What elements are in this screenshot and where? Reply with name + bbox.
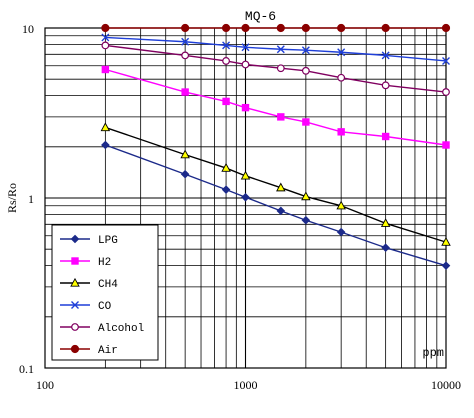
x-tick-label: 1000: [234, 378, 258, 392]
data-point: [442, 88, 450, 96]
data-point: [337, 23, 346, 33]
series-h2: [101, 65, 450, 149]
data-point: [221, 185, 231, 194]
data-point: [381, 243, 390, 253]
data-point: [301, 191, 311, 201]
data-point: [101, 140, 110, 150]
data-point: [181, 23, 190, 33]
data-point: [221, 162, 231, 172]
series-co: [101, 33, 450, 65]
series-lpg: [101, 140, 451, 270]
y-tick-label: 10: [22, 22, 34, 36]
data-point: [71, 323, 79, 331]
data-point: [301, 46, 310, 55]
y-tick-label: 1: [28, 192, 34, 206]
data-point: [337, 73, 346, 82]
data-point: [180, 149, 190, 159]
y-tick-label: 0.1: [19, 362, 34, 376]
legend-item: Alcohol: [60, 323, 144, 335]
data-point: [336, 227, 346, 237]
data-point: [241, 192, 250, 202]
data-point: [240, 170, 251, 180]
series-alcohol: [101, 41, 450, 96]
data-point: [441, 23, 451, 33]
data-point: [277, 113, 285, 121]
data-point: [442, 56, 450, 65]
chart-title: MQ-6: [245, 9, 276, 24]
data-point: [301, 23, 310, 33]
x-axis-label: ppm: [422, 346, 444, 360]
legend-item: CH4: [60, 277, 118, 291]
data-point: [101, 33, 110, 42]
data-point: [70, 277, 80, 287]
data-point: [222, 41, 231, 50]
data-point: [101, 23, 110, 33]
data-point: [101, 41, 110, 50]
data-point: [381, 81, 390, 90]
tick-labels: 100 1000 10000 10 1 0.1: [19, 22, 461, 392]
legend-label: Alcohol: [98, 323, 144, 335]
data-point: [71, 257, 79, 265]
data-point: [381, 23, 390, 33]
legend-item: Air: [60, 344, 118, 357]
legend-item: H2: [60, 257, 111, 269]
data-point: [70, 234, 80, 244]
data-point: [336, 200, 346, 210]
data-point: [301, 215, 311, 225]
data-point: [276, 182, 286, 192]
data-point: [181, 88, 189, 96]
data-point: [337, 48, 346, 57]
data-point: [100, 122, 111, 132]
data-point: [70, 344, 80, 354]
data-point: [241, 103, 250, 112]
legend-item: CO: [60, 301, 112, 313]
data-point: [276, 64, 285, 73]
x-tick-label: 10000: [431, 378, 461, 392]
legend-label: Air: [98, 345, 118, 357]
data-point: [180, 169, 190, 179]
x-tick-label: 100: [36, 378, 54, 392]
series-ch4: [100, 122, 451, 246]
legend-label: CH4: [98, 279, 118, 291]
data-point: [222, 97, 230, 106]
data-point: [441, 236, 451, 246]
data-point: [222, 57, 230, 65]
data-point: [241, 23, 250, 33]
data-point: [276, 23, 285, 33]
data-point: [302, 118, 310, 126]
legend-label: CO: [98, 301, 112, 313]
legend-label: H2: [98, 257, 111, 269]
legend: LPG H2 CH4 CO Alcohol Air: [51, 224, 159, 361]
legend-box: [51, 224, 159, 361]
data-point: [276, 45, 285, 54]
data-point: [241, 43, 250, 52]
legend-item: LPG: [60, 234, 118, 247]
data-point: [381, 51, 390, 60]
data-point: [71, 301, 79, 309]
legend-label: LPG: [98, 235, 118, 247]
series-air: [101, 23, 451, 33]
series-group: [100, 23, 451, 270]
data-point: [301, 66, 310, 75]
data-point: [337, 128, 345, 136]
y-axis-label: Rs/Ro: [5, 183, 19, 213]
data-point: [380, 218, 391, 227]
data-point: [101, 65, 110, 74]
data-point: [241, 60, 250, 69]
data-point: [442, 141, 450, 149]
data-point: [276, 206, 286, 216]
data-point: [381, 132, 390, 141]
data-point: [181, 51, 190, 60]
data-point: [441, 261, 451, 270]
data-point: [221, 23, 231, 33]
data-point: [181, 37, 190, 46]
